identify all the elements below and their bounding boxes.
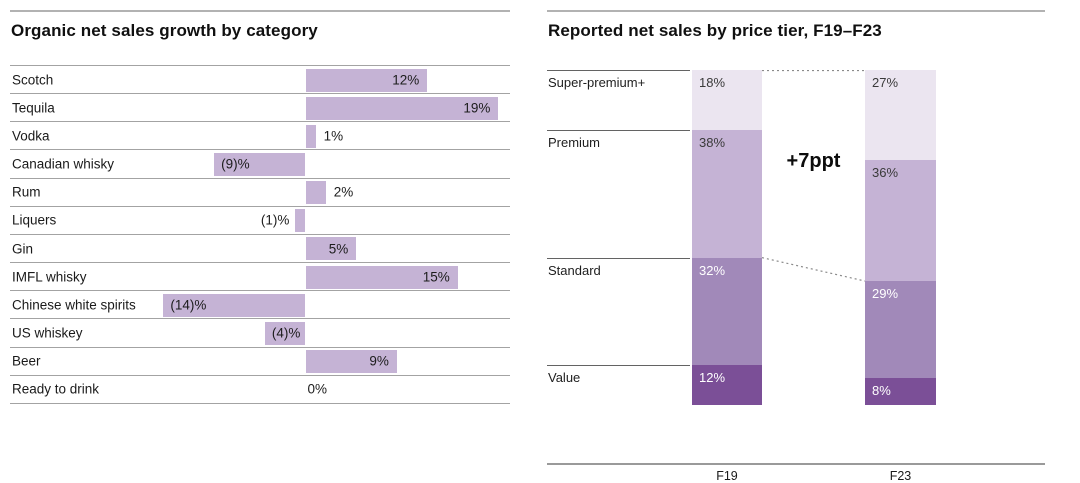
segment: 8%: [865, 378, 936, 405]
bar: [305, 181, 326, 205]
category-label: Liquers: [12, 212, 57, 228]
segment-value-label: 38%: [699, 135, 726, 151]
value-label: (1)%: [260, 212, 290, 228]
segment: 12%: [692, 364, 762, 405]
bar: [295, 209, 306, 233]
dotted-connectors: [761, 70, 866, 282]
segment-value-label: 36%: [872, 165, 899, 181]
segment-value-label: 27%: [872, 75, 899, 90]
bar-row: Chinese white spirits (14)%: [10, 290, 510, 318]
value-label: 5%: [328, 241, 349, 257]
value-label: 9%: [369, 353, 389, 369]
delta-annotation: +7ppt: [786, 150, 841, 172]
segment: 32%: [692, 257, 762, 365]
bar-row: Canadian whisky (9)%: [10, 149, 510, 177]
tier-label: Premium: [548, 135, 601, 151]
bar-row: Gin 5%: [10, 233, 510, 262]
tier-label: Standard: [548, 262, 601, 278]
tier-boundary-line: [547, 130, 690, 132]
category-bar-chart: Scotch 12% Tequila 19% Vodka 1% Canadian whisk…: [10, 65, 510, 404]
price-tier-chart-panel: Reported net sales by price tier, F19–F2…: [547, 10, 1045, 483]
tier-boundary-line: [547, 70, 690, 71]
bar: [214, 152, 306, 176]
segment: 18%: [692, 70, 762, 131]
category-label: IMFL whisky: [12, 269, 87, 285]
bar: [305, 265, 458, 289]
value-label: 12%: [392, 72, 420, 88]
bar-row: Beer 9%: [10, 346, 510, 375]
dotted-connector-line: [761, 257, 866, 282]
bar: [305, 96, 499, 120]
value-label: 2%: [333, 184, 354, 200]
category-label: Scotch: [12, 72, 54, 88]
category-label: Tequila: [12, 100, 55, 116]
value-label: (9)%: [221, 156, 250, 172]
bar-row: IMFL whisky 15%: [10, 262, 510, 290]
bar: [264, 321, 306, 345]
bar-row: Tequila 19%: [10, 93, 510, 121]
stacked-column-F19: 18% 38% 32% 12%: [692, 70, 762, 405]
category-label: Gin: [12, 241, 34, 257]
tier-boundary-line: [547, 364, 690, 366]
organic-growth-chart-panel: Organic net sales growth by category Sco…: [10, 10, 510, 422]
category-label: Rum: [12, 184, 41, 200]
bar: [305, 237, 357, 261]
segment-value-label: 8%: [872, 383, 891, 399]
category-label: Beer: [12, 353, 41, 369]
bar-row: Liquers (1)%: [10, 205, 510, 234]
right-chart-title: Reported net sales by price tier, F19–F2…: [548, 21, 882, 40]
segment: 27%: [865, 70, 936, 161]
category-label: Ready to drink: [12, 381, 100, 397]
segment-value-label: 32%: [699, 262, 726, 278]
category-label: Vodka: [12, 128, 50, 144]
x-axis-label: F19: [716, 469, 738, 483]
value-label: 0%: [307, 381, 328, 397]
left-chart-title: Organic net sales growth by category: [11, 21, 318, 40]
bar: [163, 293, 306, 317]
chart-figure: { "page": {"background": "#ffffff"}, "co…: [10, 10, 1045, 483]
segment: 38%: [692, 130, 762, 258]
tier-label: Value: [548, 369, 581, 385]
category-label: Canadian whisky: [12, 156, 115, 172]
value-label: (4)%: [271, 325, 301, 341]
bar-row: US whiskey (4)%: [10, 318, 510, 346]
bar-row: Ready to drink 0%: [10, 374, 510, 403]
bar-row: Scotch 12%: [10, 65, 510, 93]
stacked-column-F23: 27% 36% 29% 8%: [865, 70, 936, 405]
segment-value-label: 18%: [699, 75, 726, 90]
bar-row: Rum 2%: [10, 177, 510, 206]
segment-value-label: 12%: [699, 369, 726, 385]
bar-row: Vodka 1%: [10, 121, 510, 149]
stacked-column-chart: +7ppt Super-premium+ Premium Standard Value…: [547, 70, 1045, 483]
value-label: (14)%: [170, 297, 207, 313]
value-label: 19%: [463, 100, 491, 116]
x-axis-label: F23: [889, 469, 912, 483]
tier-boundary-line: [547, 257, 690, 259]
bar: [305, 68, 428, 92]
segment: 36%: [865, 160, 936, 282]
value-label: 1%: [323, 128, 344, 144]
segment-value-label: 29%: [872, 286, 899, 302]
value-label: 15%: [422, 269, 450, 285]
category-label: Chinese white spirits: [12, 297, 136, 313]
bar: [305, 350, 397, 374]
segment: 29%: [865, 281, 936, 379]
bar: [305, 124, 316, 148]
x-axis-line: [547, 463, 1045, 465]
tier-label: Super-premium+: [548, 75, 646, 90]
category-label: US whiskey: [12, 325, 83, 341]
